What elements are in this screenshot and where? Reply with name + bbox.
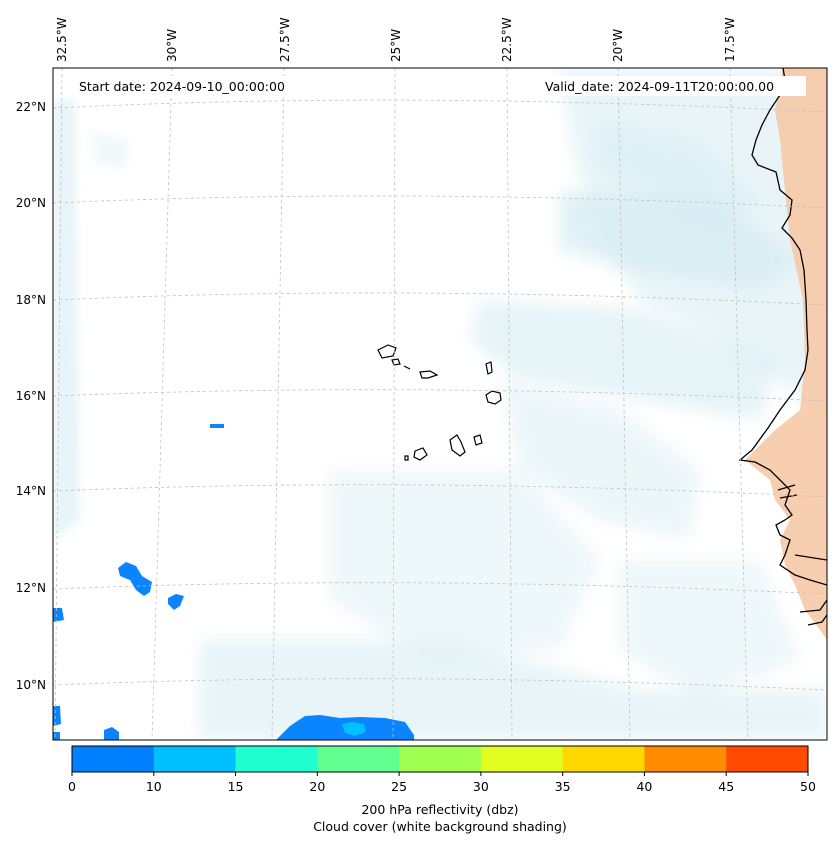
colorbar-bin — [562, 746, 645, 772]
lon-label-17-5w: 17.5°W — [723, 17, 737, 62]
colorbar-sublabel: Cloud cover (white background shading) — [313, 819, 567, 834]
start-date-label: Start date: 2024-09-10_00:00:00 — [79, 79, 285, 94]
map-frame — [52, 67, 828, 741]
lon-label-30w: 30°W — [165, 29, 179, 62]
colorbar-tick-label: 45 — [718, 779, 734, 794]
valid-date-box — [540, 76, 806, 96]
colorbar-tick-label: 25 — [391, 779, 407, 794]
colorbar-bin — [317, 746, 400, 772]
colorbar: 0 10 15 20 25 30 35 40 45 50 — [68, 745, 816, 794]
gridlines — [53, 68, 827, 740]
colorbar-tick-label: 50 — [800, 779, 816, 794]
lat-label-14n: 14°N — [16, 484, 46, 498]
valid-date-label: Valid_date: 2024-09-11T20:00:00.00 — [545, 79, 774, 94]
cape-verde-islands — [377, 344, 502, 461]
coastline-inlets — [777, 484, 827, 626]
lon-label-25w: 25°W — [389, 29, 403, 62]
colorbar-tick-label: 20 — [309, 779, 325, 794]
colorbar-tick-label: 0 — [68, 779, 76, 794]
lat-label-10n: 10°N — [16, 678, 46, 692]
lat-label-18n: 18°N — [16, 293, 46, 307]
lat-label-12n: 12°N — [16, 581, 46, 595]
colorbar-bin — [480, 746, 564, 772]
colorbar-bin — [235, 746, 318, 772]
colorbar-bin — [726, 746, 809, 772]
africa-land — [745, 68, 827, 640]
colorbar-bin — [72, 746, 155, 772]
lat-label-20n: 20°N — [16, 196, 46, 210]
colorbar-bin — [644, 746, 727, 772]
lat-label-16n: 16°N — [16, 389, 46, 403]
colorbar-tick-label: 10 — [146, 779, 162, 794]
lat-label-22n: 22°N — [16, 100, 46, 114]
lon-label-20w: 20°W — [611, 29, 625, 62]
start-date-box — [73, 76, 313, 96]
lon-label-22-5w: 22.5°W — [500, 17, 514, 62]
colorbar-tick-label: 15 — [228, 779, 244, 794]
latitude-labels: 22°N 20°N 18°N 16°N 14°N 12°N 10°N — [16, 100, 46, 692]
coastline — [738, 68, 827, 586]
reflectivity-10-15 — [342, 722, 366, 736]
colorbar-frame — [71, 745, 809, 773]
colorbar-bin — [153, 746, 237, 772]
lon-label-32-5w: 32.5°W — [55, 17, 69, 62]
colorbar-label: 200 hPa reflectivity (dbz) — [361, 802, 518, 817]
lon-label-27-5w: 27.5°W — [278, 17, 292, 62]
colorbar-tick-label: 30 — [473, 779, 489, 794]
colorbar-tick-label: 40 — [636, 779, 652, 794]
reflectivity-areas — [53, 424, 414, 740]
longitude-labels: 32.5°W 30°W 27.5°W 25°W 22.5°W 20°W 17.5… — [55, 17, 737, 62]
colorbar-tick-label: 35 — [555, 779, 571, 794]
cloud-cover-shading — [53, 68, 827, 740]
colorbar-bin — [399, 746, 482, 772]
